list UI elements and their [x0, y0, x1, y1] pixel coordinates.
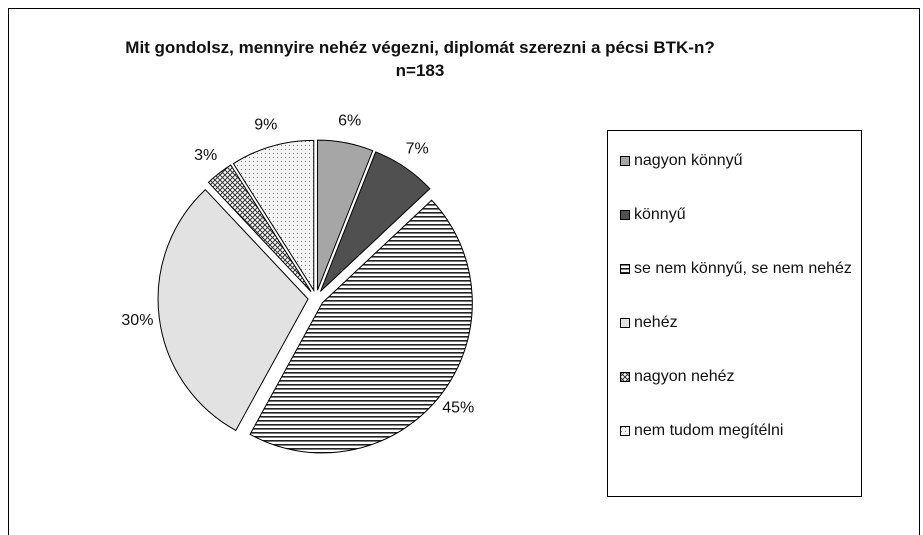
legend-label: nehéz	[634, 314, 678, 331]
pie-slice	[320, 151, 431, 292]
data-label: 30%	[121, 312, 153, 329]
legend-swatch	[620, 372, 630, 382]
pie-slice	[207, 164, 312, 293]
legend-swatch-rect	[620, 210, 630, 220]
legend-swatch-rect	[620, 426, 630, 436]
legend-swatch-rect	[620, 318, 630, 328]
legend-label: könnyű	[634, 206, 686, 223]
legend-swatch-rect	[620, 156, 630, 166]
data-label: 7%	[406, 140, 429, 157]
legend-swatch-rect	[620, 264, 630, 274]
chart-title: Mit gondolsz, mennyire nehéz végezni, di…	[125, 38, 715, 80]
chart-frame	[8, 8, 920, 535]
legend-entry: nagyon nehéz	[620, 365, 855, 419]
data-label: 45%	[442, 400, 474, 417]
pie-slice	[232, 139, 315, 293]
legend-label: se nem könnyű, se nem nehéz	[634, 260, 852, 277]
data-label: 3%	[194, 147, 217, 164]
legend-swatch	[620, 318, 630, 328]
legend-label: nagyon könnyű	[634, 152, 743, 169]
pie-slice	[157, 188, 309, 432]
legend-entry: nagyon könnyű	[620, 149, 855, 203]
legend-entry: nem tudom megítélni	[620, 419, 855, 473]
legend-swatch	[620, 426, 630, 436]
legend-swatch	[620, 156, 630, 166]
legend-entry: könnyű	[620, 203, 855, 257]
pie-slice	[249, 199, 473, 454]
pie-slice	[316, 139, 374, 291]
legend-label: nagyon nehéz	[634, 368, 735, 385]
legend-swatch	[620, 210, 630, 220]
legend-label: nem tudom megítélni	[634, 422, 784, 439]
legend: nagyon könnyű könnyű se nem könnyű, se nem…	[607, 130, 862, 497]
data-label: 6%	[338, 112, 361, 129]
legend-swatch	[620, 264, 630, 274]
legend-entry: nehéz	[620, 311, 855, 365]
data-label: 9%	[254, 116, 277, 133]
legend-entry: se nem könnyű, se nem nehéz	[620, 257, 855, 311]
legend-swatch-rect	[620, 372, 630, 382]
